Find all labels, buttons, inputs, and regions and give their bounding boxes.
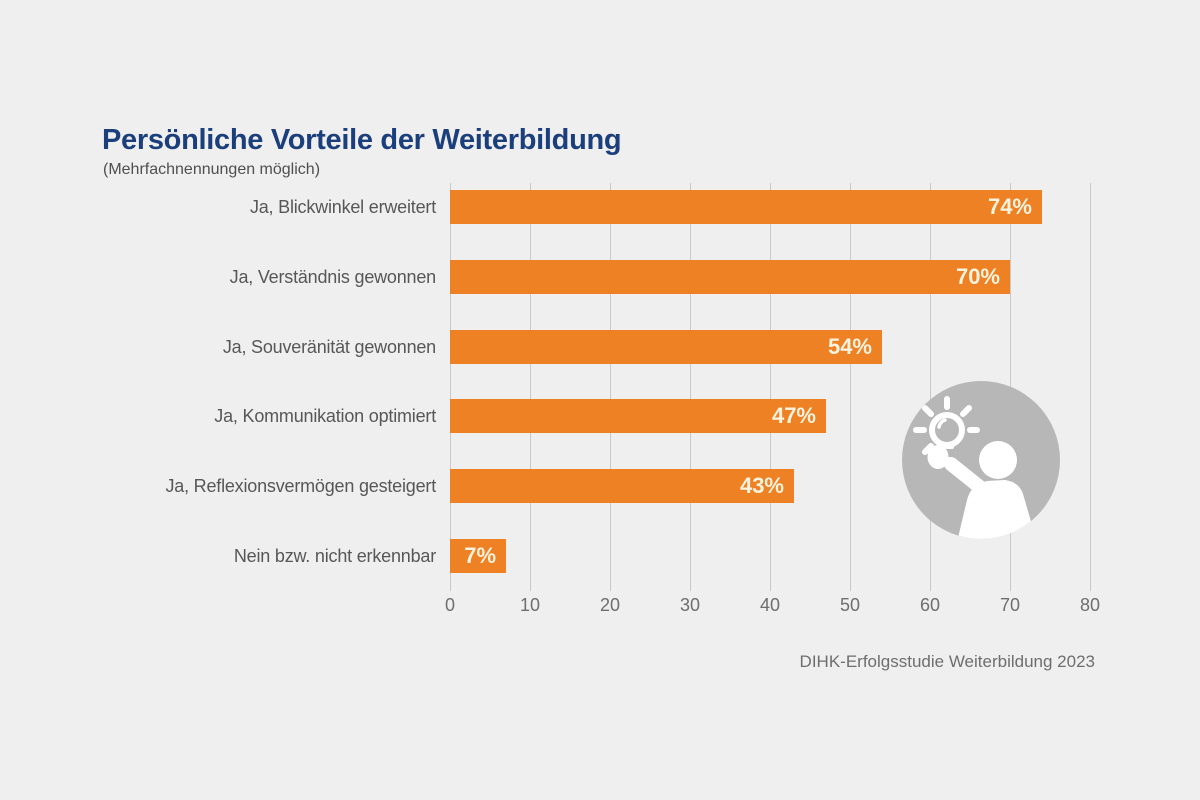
category-label: Ja, Kommunikation optimiert (214, 406, 436, 427)
x-axis-tick-label: 80 (1079, 595, 1101, 615)
bar: 43% (450, 469, 794, 504)
gridline (1090, 183, 1091, 591)
bar: 70% (450, 259, 1010, 294)
bulb-shine (937, 418, 947, 429)
category-label: Ja, Reflexionsvermögen gesteigert (165, 476, 436, 497)
bar: 54% (450, 329, 882, 364)
person-head (979, 441, 1017, 479)
bulb-rays (913, 396, 980, 455)
bar: 7% (450, 539, 506, 573)
person-with-lightbulb-icon (902, 381, 1060, 539)
bar-value-label: 47% (771, 403, 816, 429)
category-label: Nein bzw. nicht erkennbar (233, 546, 436, 566)
bar-value-label: 7% (464, 543, 496, 568)
bar: 47% (450, 399, 826, 434)
page-subtitle: (Mehrfachnennungen möglich) (103, 161, 321, 178)
gridline (930, 183, 931, 591)
x-axis-tick-label: 70 (999, 595, 1021, 615)
bar-value-label: 43% (739, 473, 784, 499)
source-credit: DIHK-Erfolgsstudie Weiterbildung 2023 (799, 652, 1095, 671)
category-label: Ja, Blickwinkel erweitert (249, 197, 436, 217)
category-label: Ja, Souveränität gewonnen (222, 336, 436, 357)
person-torso (957, 480, 1037, 539)
category-label: Ja, Verständnis gewonnen (229, 266, 437, 287)
person-arm (944, 457, 988, 495)
x-axis-tick-label: 10 (519, 595, 541, 615)
gridline (690, 183, 691, 591)
gridline (770, 183, 771, 591)
x-axis-tick-label: 50 (839, 595, 861, 615)
bulb-outline (929, 412, 965, 448)
bar-value-label: 70% (955, 263, 1000, 289)
bar-value-label: 74% (987, 194, 1032, 219)
x-axis-tick-label: 60 (919, 595, 941, 615)
bar-value-label: 54% (827, 333, 872, 359)
x-axis-tick-label: 20 (599, 595, 621, 615)
x-axis-tick-label: 30 (679, 595, 701, 615)
gridline (850, 183, 851, 591)
gridline (530, 183, 531, 591)
x-axis-tick-label: 40 (759, 595, 781, 615)
bar: 74% (450, 190, 1042, 224)
person-hand (927, 445, 949, 469)
gridline (450, 183, 451, 591)
x-axis-tick-label: 0 (444, 595, 455, 615)
gridline (610, 183, 611, 591)
page-title: Persönliche Vorteile der Weiterbildung (102, 124, 622, 156)
